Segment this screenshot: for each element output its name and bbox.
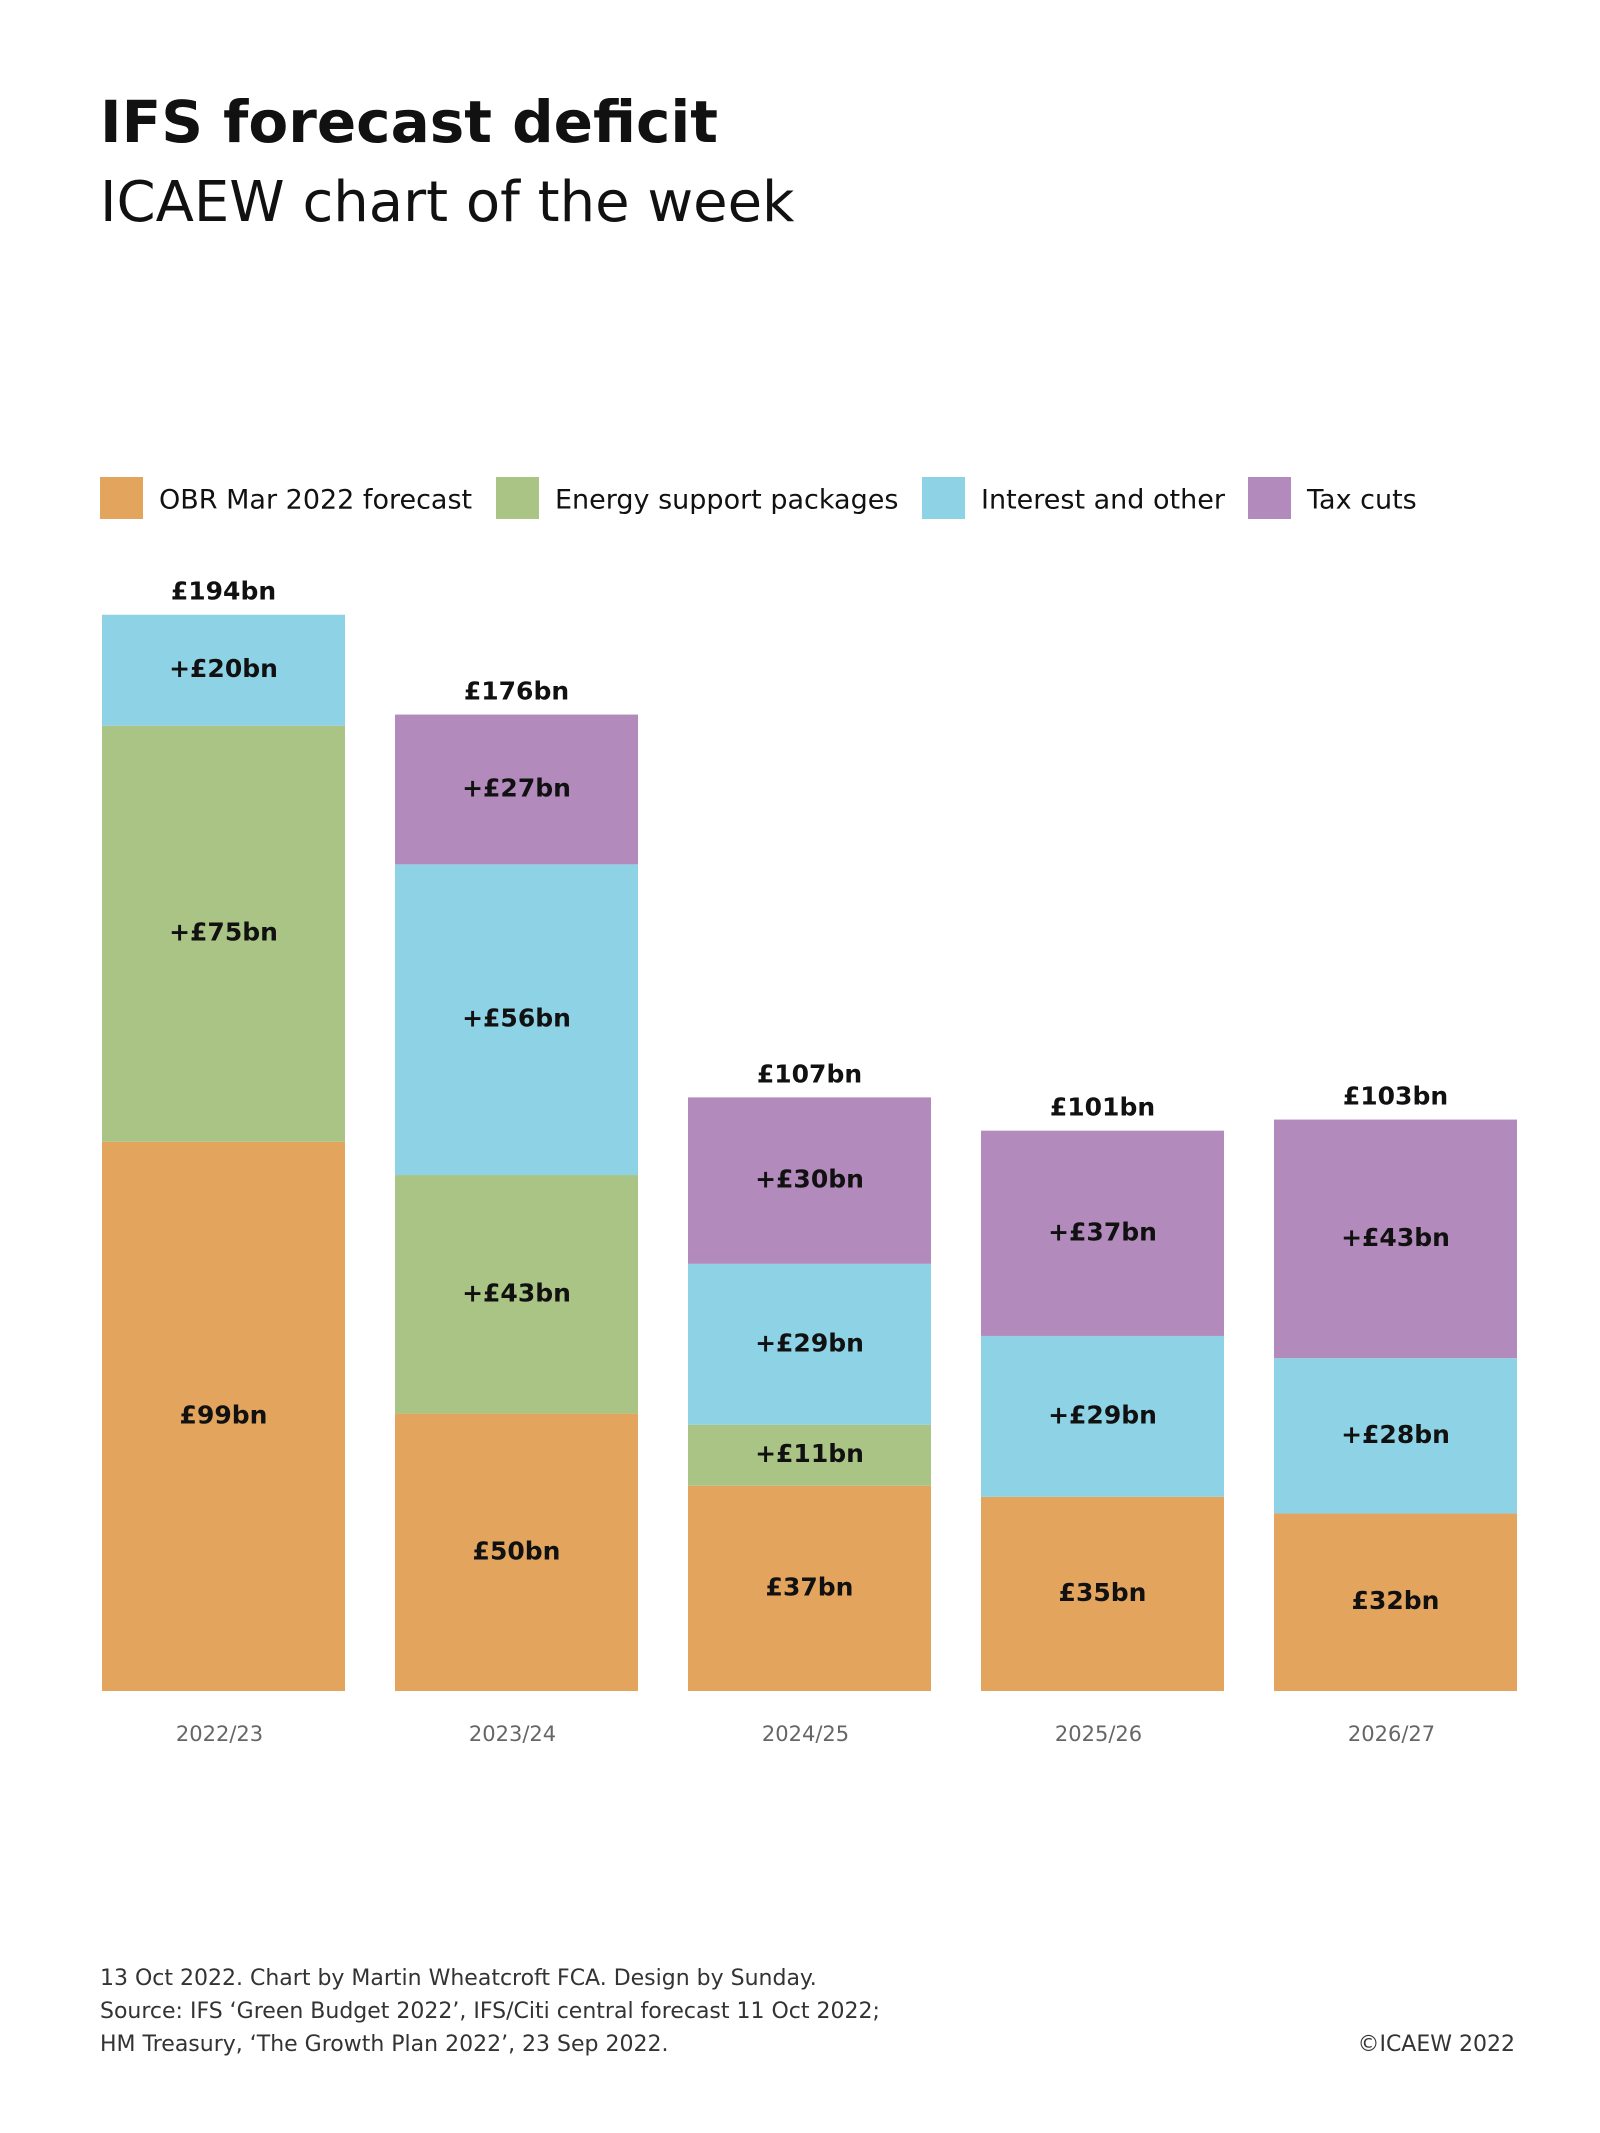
bar-segment — [981, 1130, 1224, 1336]
bar-segment — [688, 1485, 931, 1691]
data-label: +£75bn — [169, 918, 278, 947]
data-label: £32bn — [1352, 1586, 1440, 1615]
data-label: +£56bn — [462, 1004, 571, 1033]
data-label: £50bn — [473, 1536, 561, 1565]
data-label: +£43bn — [462, 1278, 571, 1307]
footer-line: HM Treasury, ‘The Growth Plan 2022’, 23 … — [100, 2032, 668, 2057]
bar-segment — [688, 1263, 931, 1425]
data-label: +£29bn — [755, 1328, 864, 1357]
total-label: £176bn — [464, 677, 569, 706]
chart-title: IFS forecast deficit — [100, 88, 718, 156]
bar-segment — [981, 1335, 1224, 1497]
data-label: +£30bn — [755, 1165, 864, 1194]
total-label: £107bn — [757, 1059, 862, 1088]
data-label: £37bn — [766, 1572, 854, 1601]
data-label: +£27bn — [462, 773, 571, 802]
bar-segment — [981, 1496, 1224, 1691]
bar-segment — [102, 725, 345, 1142]
copyright: ©ICAEW 2022 — [1357, 2032, 1515, 2057]
data-label: +£28bn — [1341, 1420, 1450, 1449]
x-tick-label: 2024/25 — [762, 1722, 849, 1746]
total-label: £101bn — [1050, 1093, 1155, 1122]
footer-line: Source: IFS ‘Green Budget 2022’, IFS/Cit… — [100, 1999, 880, 2024]
bar-segment — [102, 614, 345, 726]
legend-swatch — [496, 477, 539, 519]
footer-line: 13 Oct 2022. Chart by Martin Wheatcroft … — [100, 1966, 817, 1991]
bar-segment — [395, 864, 638, 1176]
data-label: £35bn — [1059, 1578, 1147, 1607]
bar-segment — [102, 1141, 345, 1691]
bar-segment — [1274, 1119, 1517, 1359]
legend-label: Energy support packages — [555, 485, 898, 516]
x-tick-label: 2023/24 — [469, 1722, 556, 1746]
x-tick-label: 2025/26 — [1055, 1722, 1142, 1746]
legend-swatch — [1248, 477, 1291, 519]
bar-segment — [688, 1424, 931, 1486]
total-label: £103bn — [1343, 1082, 1448, 1111]
legend-label: Tax cuts — [1306, 485, 1417, 516]
legend-label: Interest and other — [981, 485, 1226, 516]
legend-swatch — [922, 477, 965, 519]
data-label: +£11bn — [755, 1439, 864, 1468]
bar-segment — [395, 714, 638, 865]
data-label: £99bn — [180, 1400, 268, 1429]
x-tick-label: 2022/23 — [176, 1722, 263, 1746]
total-label: £194bn — [171, 577, 276, 606]
bar-segment — [1274, 1513, 1517, 1691]
x-tick-label: 2026/27 — [1348, 1722, 1435, 1746]
bar-segment — [395, 1413, 638, 1691]
legend-label: OBR Mar 2022 forecast — [159, 485, 472, 516]
chart-subtitle: ICAEW chart of the week — [100, 170, 795, 235]
bar-segment — [395, 1175, 638, 1414]
data-label: +£43bn — [1341, 1223, 1450, 1252]
bar-segment — [688, 1097, 931, 1264]
data-label: +£29bn — [1048, 1400, 1157, 1429]
bar-segment — [1274, 1358, 1517, 1514]
data-label: +£20bn — [169, 654, 278, 683]
legend-swatch — [100, 477, 143, 519]
data-label: +£37bn — [1048, 1217, 1157, 1246]
